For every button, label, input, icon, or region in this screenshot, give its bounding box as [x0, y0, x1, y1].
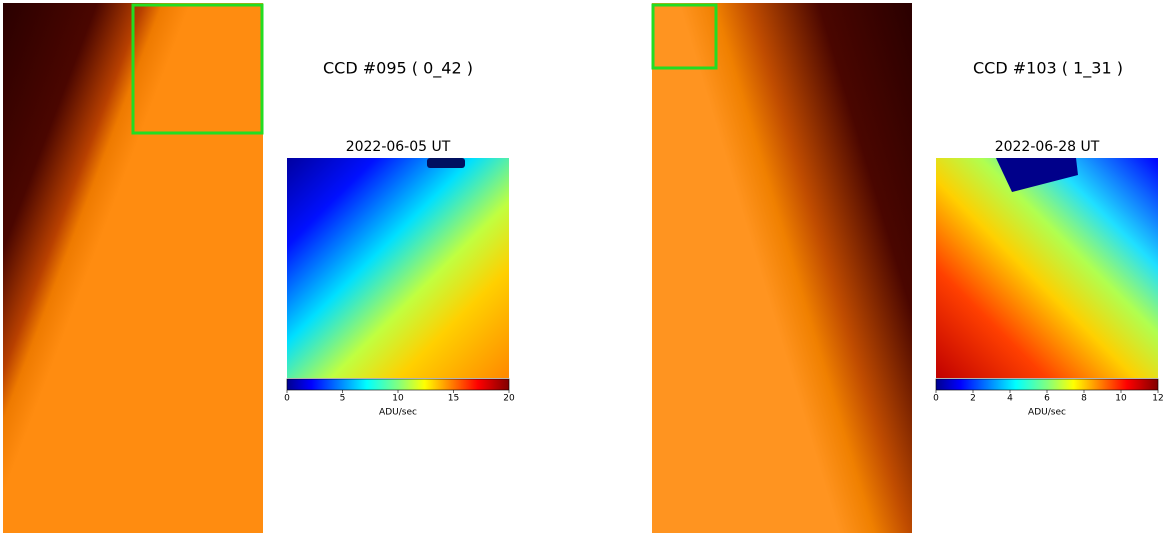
tick-label: 10: [1115, 394, 1127, 404]
zoom-box: [131, 3, 264, 135]
tick-label: 15: [448, 394, 459, 404]
colorbar: [286, 378, 510, 391]
tick-label: 6: [1044, 394, 1050, 404]
date: 2022-06-05 UT: [346, 139, 451, 155]
tick-label: 12: [1152, 394, 1163, 404]
colorbar-label: ADU/sec: [1028, 408, 1066, 418]
tick-label: 4: [1007, 394, 1013, 404]
zoom-image: [287, 158, 509, 378]
tick-label: 2: [970, 394, 976, 404]
date: 2022-06-28 UT: [995, 139, 1100, 155]
ccd-image: [652, 3, 912, 533]
ccd-title: CCD #103 ( 1_31 ): [973, 59, 1123, 79]
colorbar: [935, 378, 1159, 391]
tick-label: 5: [340, 394, 346, 404]
colorbar-label: ADU/sec: [379, 408, 417, 418]
tick-label: 0: [284, 394, 290, 404]
tick-label: 10: [392, 394, 404, 404]
zoom-image: [936, 158, 1158, 378]
tick-label: 8: [1081, 394, 1087, 404]
tick-label: 20: [503, 394, 515, 404]
ccd-title: CCD #095 ( 0_42 ): [323, 59, 473, 79]
zoom-box: [651, 3, 718, 70]
tick-label: 0: [933, 394, 939, 404]
artifact: [996, 158, 1078, 192]
artifact: [427, 158, 465, 168]
